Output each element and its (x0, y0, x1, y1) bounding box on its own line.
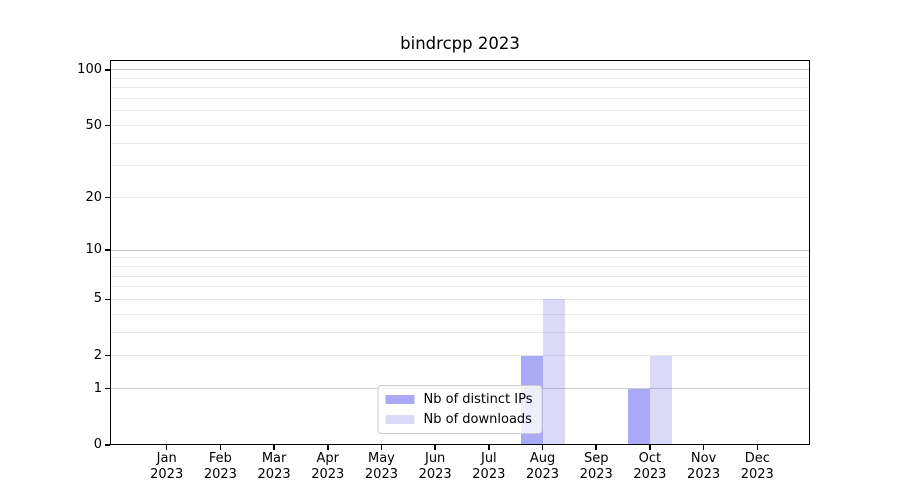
gridline-30 (110, 165, 810, 167)
gridline-6 (110, 286, 810, 288)
legend-label-downloads: Nb of downloads (423, 412, 532, 427)
x-tick-mark-nov (702, 445, 705, 450)
x-tick-label-feb: Feb 2023 (203, 451, 237, 482)
gridline-70 (110, 98, 810, 100)
x-tick-mark-jun (434, 445, 436, 450)
plot-area: Nb of distinct IPs Nb of downloads 0 1 2 5 1… (77, 60, 810, 482)
x-tick-mark-dec (756, 445, 759, 450)
gridline-80 (110, 87, 810, 89)
bar-oct-downloads (649, 355, 672, 445)
x-tick-mark-may (380, 445, 383, 450)
x-tick-mark-jul (488, 445, 490, 450)
y-tick-label-10: 10 (85, 242, 102, 258)
y-tick-mark-100 (105, 69, 110, 71)
x-tick-label-apr: Apr 2023 (311, 451, 345, 482)
legend: Nb of distinct IPs Nb of downloads (377, 385, 543, 434)
gridline-10 (110, 249, 810, 251)
legend-item-downloads: Nb of downloads (385, 411, 533, 428)
bar-aug-downloads (542, 299, 565, 445)
gridline-4 (110, 313, 810, 315)
gridline-7 (110, 275, 810, 277)
legend-item-distinct-ips: Nb of distinct IPs (385, 391, 533, 408)
y-tick-label-0: 0 (93, 437, 102, 452)
gridline-8 (110, 265, 810, 267)
x-tick-mark-oct (649, 445, 651, 450)
y-tick-mark-0 (105, 444, 110, 446)
y-tick-label-2: 2 (93, 347, 102, 363)
x-tick-label-jan: Jan 2023 (150, 451, 184, 482)
y-tick-mark-5 (105, 298, 110, 301)
x-tick-mark-jan (165, 445, 168, 450)
y-tick-mark-1 (105, 387, 110, 390)
legend-label-distinct-ips: Nb of distinct IPs (423, 392, 533, 407)
x-tick-mark-aug (541, 445, 544, 450)
x-tick-mark-sep (595, 445, 597, 450)
y-tick-label-50: 50 (85, 117, 102, 133)
x-tick-mark-apr (327, 445, 329, 450)
gridline-40 (110, 142, 810, 144)
gridline-100 (110, 69, 810, 71)
x-tick-label-mar: Mar 2023 (257, 451, 291, 482)
y-tick-label-1: 1 (93, 380, 102, 396)
x-tick-label-oct: Oct 2023 (633, 451, 667, 482)
x-tick-label-jun: Jun 2023 (418, 451, 452, 482)
gridline-2 (110, 355, 810, 357)
y-tick-mark-10 (105, 249, 110, 251)
gridline-60 (110, 110, 810, 112)
gridline-90 (110, 77, 810, 79)
gridline-3 (110, 331, 810, 333)
x-tick-label-may: May 2023 (364, 451, 398, 482)
y-tick-label-5: 5 (93, 291, 102, 307)
y-tick-label-100: 100 (77, 61, 102, 77)
y-tick-label-20: 20 (85, 189, 102, 205)
x-tick-label-aug: Aug 2023 (525, 451, 560, 482)
x-tick-mark-mar (273, 445, 275, 450)
gridline-9 (110, 257, 810, 259)
x-tick-label-jul: Jul 2023 (472, 451, 506, 482)
chart-title: bindrcpp 2023 (400, 34, 520, 53)
y-tick-mark-20 (105, 196, 110, 199)
y-tick-mark-2 (105, 354, 110, 357)
legend-swatch-distinct-ips (385, 395, 415, 404)
y-tick-mark-50 (105, 124, 110, 127)
x-tick-label-sep: Sep 2023 (579, 451, 613, 482)
x-tick-label-nov: Nov 2023 (687, 451, 721, 482)
x-tick-mark-feb (219, 445, 222, 450)
gridline-50 (110, 125, 810, 126)
gridline-5 (110, 298, 810, 300)
legend-swatch-downloads (385, 415, 415, 424)
x-tick-label-dec: Dec 2023 (740, 451, 774, 482)
bar-oct-distinct-ips (627, 388, 650, 445)
gridline-20 (110, 197, 810, 199)
